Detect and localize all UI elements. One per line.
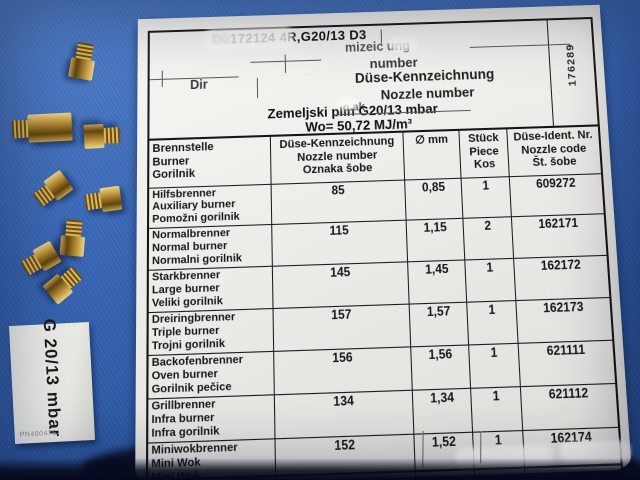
nozzle-thread bbox=[103, 127, 121, 144]
form-line-fragment bbox=[256, 77, 259, 99]
nozzle-hex-body bbox=[27, 112, 73, 143]
nozzle-spec-table: Brennstelle Burner Gorilnik Düse-Kennzei… bbox=[145, 124, 624, 480]
diameter-cell: 1,34 bbox=[412, 388, 474, 435]
burner-name-cell: Hilfsbrenner Auxiliary burner Pomožni gori… bbox=[148, 183, 272, 229]
burner-name-cell: Normalbrenner Normal burner Normalni goril… bbox=[147, 224, 273, 271]
nozzle-number-cell: 115 bbox=[271, 220, 408, 267]
diameter-cell: 1,15 bbox=[406, 218, 466, 263]
nozzle-number-cell: 145 bbox=[272, 262, 410, 309]
header-line: ∅ mm bbox=[414, 133, 449, 147]
whiteout-smudge bbox=[336, 97, 357, 111]
nozzle-table-body: Hilfsbrenner Auxiliary burner Pomožni gori… bbox=[146, 173, 623, 480]
brass-nozzle bbox=[11, 112, 73, 143]
nozzle-code-cell: 621112 bbox=[520, 383, 620, 431]
pieces-cell: 1 bbox=[465, 258, 516, 303]
brass-nozzle bbox=[68, 41, 98, 81]
brass-nozzle bbox=[59, 219, 86, 257]
diameter-cell: 1,57 bbox=[409, 302, 470, 347]
nozzle-hex-body bbox=[59, 234, 86, 257]
brass-nozzle bbox=[42, 263, 85, 305]
pieces-cell: 1 bbox=[471, 386, 523, 433]
bottom-shadow bbox=[0, 458, 640, 480]
nozzle-hex-body bbox=[68, 56, 96, 81]
nozzle-code-cell: 162171 bbox=[511, 214, 608, 259]
header-pieces: Stück Piece Kos bbox=[459, 128, 510, 178]
header-line: Piece bbox=[469, 144, 500, 159]
nozzle-code-cell: 609272 bbox=[509, 173, 605, 218]
gas-type-text: G 20/13 mbar bbox=[39, 318, 65, 439]
form-line-fragment bbox=[161, 70, 163, 87]
header-burner: Brennstelle Burner Gorilnik bbox=[148, 135, 271, 188]
nozzle-thread bbox=[65, 219, 83, 237]
header-nozzle-number: Düse-Kennzeichnung Nozzle number Oznaka … bbox=[270, 131, 405, 184]
nozzle-code-cell: 162173 bbox=[515, 297, 614, 344]
pieces-cell: 1 bbox=[467, 300, 518, 346]
header-line: Stück bbox=[467, 131, 500, 146]
nozzle-hex-body bbox=[83, 123, 105, 149]
spec-sheet-paper: 176289 Dü 172124 4R,G20/13 D3 mizeic ung… bbox=[135, 4, 632, 480]
diameter-cell: 0,85 bbox=[404, 177, 464, 221]
nozzle-code-cell: 162172 bbox=[513, 255, 611, 301]
whiteout-smudge bbox=[204, 26, 293, 52]
nozzle-number-cell: 134 bbox=[274, 390, 415, 439]
diameter-cell: 1,45 bbox=[407, 260, 468, 305]
text-nozzle-number: Nozzle number bbox=[380, 84, 475, 103]
nozzle-code-cell: 621111 bbox=[517, 340, 617, 387]
brass-nozzle bbox=[30, 169, 74, 211]
pieces-cell: 1 bbox=[469, 343, 521, 389]
header-diameter: ∅ mm bbox=[403, 129, 462, 180]
nozzle-thread bbox=[11, 119, 29, 139]
nozzle-number-cell: 85 bbox=[270, 179, 407, 225]
header-line: Oznaka šobe bbox=[302, 162, 373, 177]
nozzle-hex-body bbox=[99, 185, 123, 213]
burner-name-cell: Dreiringbrenner Triple burner Trojni goril… bbox=[147, 308, 274, 356]
text-fragment-dir: Dir bbox=[190, 77, 208, 93]
burner-name-cell: Backofenbrenner Oven burner Gorilnik pečic… bbox=[147, 351, 275, 400]
nozzle-number-cell: 157 bbox=[272, 304, 411, 352]
header-line: Kos bbox=[473, 158, 496, 172]
burner-name-cell: Starkbrenner Large burner Veliki gorilnik bbox=[147, 266, 273, 313]
burner-name-cell: Grillbrenner Infra burner Infra gorilnik bbox=[147, 394, 275, 444]
header-nozzle-code: Düse-Ident. Nr. Nozzle code Št. šobe bbox=[506, 125, 602, 177]
pieces-cell: 1 bbox=[461, 176, 512, 219]
brass-nozzle bbox=[83, 123, 121, 149]
gas-type-label: G 20/13 mbar PN400475 bbox=[8, 318, 96, 445]
whiteout-smudge bbox=[388, 36, 418, 52]
diameter-cell: 1,56 bbox=[410, 345, 472, 391]
header-line: Št. šobe bbox=[532, 155, 577, 170]
brass-nozzle bbox=[84, 185, 123, 215]
nozzle-number-cell: 156 bbox=[273, 346, 413, 395]
header-line: Gorilnik bbox=[152, 167, 196, 182]
brass-nozzle bbox=[18, 240, 62, 280]
pieces-cell: 2 bbox=[463, 217, 514, 261]
